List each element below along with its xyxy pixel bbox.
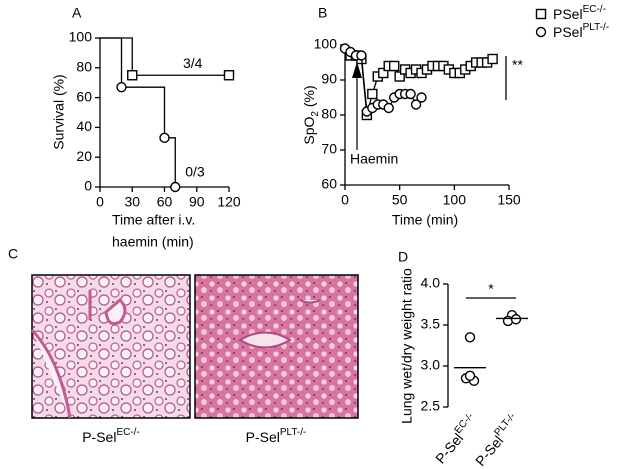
circle-marker: [356, 50, 367, 61]
text-part: P-Sel: [82, 429, 116, 445]
group-label: 3/4: [183, 55, 203, 71]
histology-image: [31, 274, 191, 419]
category-label: P-SelPLT-/-: [470, 411, 523, 469]
square-marker: [535, 8, 547, 20]
survival-line: [100, 37, 229, 76]
x-tick-label: 150: [497, 192, 521, 208]
circle-marker: [510, 314, 522, 325]
text-part: P-Sel: [472, 432, 506, 469]
circle-marker: [405, 88, 416, 100]
text-part: SpO: [301, 117, 317, 145]
y-axis-label: SpO2 (%): [301, 85, 321, 144]
legend-label: PSelEC-/-: [553, 4, 606, 22]
text-part: PSel: [553, 24, 583, 40]
circle-marker: [535, 26, 547, 38]
y-axis-label: Lung wet/dry weight ratio: [399, 268, 415, 424]
y-tick-label: 100: [69, 29, 93, 45]
x-tick-label: 120: [217, 194, 241, 210]
legend-label: PSelPLT-/-: [553, 22, 609, 40]
text-part: PLT-/-: [583, 22, 609, 33]
square-marker: [223, 70, 235, 81]
arrow-head: [352, 62, 362, 78]
y-tick-label: 0: [84, 178, 92, 194]
circle-marker: [159, 132, 170, 144]
x-tick-label: 0: [341, 192, 349, 208]
y-tick-label: 3.0: [421, 357, 441, 373]
x-tick-label: 60: [157, 194, 173, 210]
y-tick-label: 60: [321, 176, 337, 192]
y-axis-label: Survival (%): [51, 74, 67, 149]
panel-label: D: [398, 249, 408, 265]
circle-marker: [464, 332, 476, 343]
y-tick-label: 70: [321, 141, 337, 157]
text-part: PLT-/-: [492, 411, 517, 438]
text-part: EC-/-: [116, 427, 139, 438]
square-marker: [127, 70, 138, 81]
y-tick-label: 60: [76, 88, 92, 104]
text-part: P-Sel: [432, 430, 466, 467]
circle-marker: [416, 92, 427, 103]
text-part: (%): [301, 85, 317, 111]
image-caption: P-SelPLT-/-: [246, 427, 307, 445]
circle-marker: [410, 99, 422, 110]
y-tick-label: 20: [76, 148, 92, 164]
square-marker: [367, 88, 378, 100]
text-part: PLT-/-: [280, 427, 306, 438]
y-tick-label: 80: [321, 106, 337, 122]
text-part: 2: [310, 111, 321, 117]
y-tick-label: 40: [76, 118, 92, 134]
y-tick-label: 4.0: [421, 275, 441, 291]
y-tick-label: 90: [321, 71, 337, 87]
square-marker: [378, 67, 389, 79]
image-caption: P-SelEC-/-: [82, 427, 140, 445]
panel-label: A: [72, 5, 82, 21]
x-tick-label: 100: [443, 192, 467, 208]
x-axis-label: Time (min): [392, 212, 458, 228]
significance: **: [512, 57, 523, 73]
square-marker: [389, 60, 400, 72]
text-part: PSel: [553, 6, 583, 22]
histology-detail: [238, 299, 321, 349]
text-part: EC-/-: [452, 411, 475, 436]
histology-detail: [30, 290, 127, 419]
y-tick-label: 2.5: [421, 398, 441, 414]
group-label: 0/3: [185, 164, 205, 180]
panel-label: C: [8, 246, 18, 262]
x-tick-label: 0: [96, 194, 104, 210]
x-axis-label: Time after i.v.: [112, 212, 195, 228]
text-part: EC-/-: [583, 4, 606, 15]
x-tick-label: 30: [124, 194, 140, 210]
x-tick-label: 90: [189, 194, 205, 210]
text-part: P-Sel: [246, 429, 280, 445]
x-tick-label: 50: [392, 192, 408, 208]
circle-marker: [116, 81, 127, 93]
circle-marker: [383, 102, 394, 114]
arrow-label: Haemin: [350, 151, 398, 167]
survival-line: [100, 37, 176, 187]
square-marker: [487, 53, 498, 65]
significance: *: [488, 281, 494, 297]
y-tick-label: 80: [76, 59, 92, 75]
y-tick-label: 3.5: [421, 316, 441, 332]
square-marker: [394, 71, 405, 82]
panel-label: B: [318, 5, 327, 21]
circle-marker: [170, 181, 181, 193]
circle-marker: [464, 370, 476, 382]
y-tick-label: 100: [314, 36, 338, 52]
x-axis-label: haemin (min): [112, 234, 194, 250]
